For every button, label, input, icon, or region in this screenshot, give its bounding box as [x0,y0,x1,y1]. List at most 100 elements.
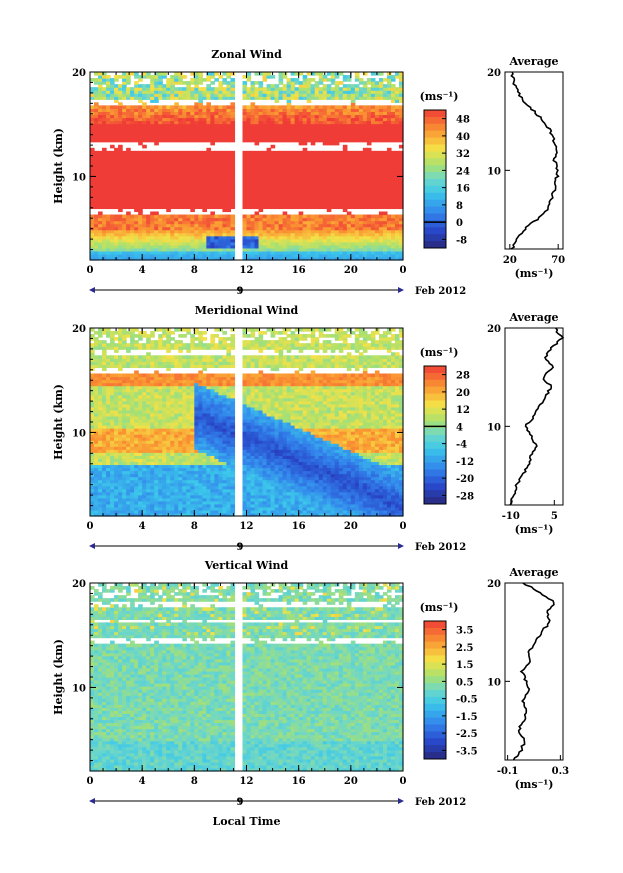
heatmap-cell [126,488,131,493]
heatmap-cell [194,256,199,261]
heatmap-cell [366,238,372,243]
heatmap-cell [186,172,191,176]
heatmap-cell [250,190,256,194]
heatmap-cell [350,250,356,255]
heatmap-cell [326,108,332,113]
heatmap-cell [330,217,336,222]
heatmap-cell [278,190,284,194]
heatmap-cell [218,90,224,94]
heatmap-cell [130,247,135,252]
heatmap-cell [214,199,220,203]
heatmap-cell [118,159,123,164]
heatmap-cell [302,105,308,109]
heatmap-cell [182,214,187,219]
heatmap-cell [130,223,135,228]
heatmap-cell [214,126,220,131]
heatmap-cell [150,114,155,119]
heatmap-cell [110,129,115,134]
heatmap-cell [390,117,396,122]
heatmap-cell [190,250,195,255]
heatmap-cell [150,235,155,240]
heatmap-cell [130,214,135,219]
heatmap-cell [302,202,308,207]
heatmap-cell [94,238,99,243]
heatmap-cell [374,81,380,85]
heatmap-cell [90,491,95,496]
heatmap-cell [90,147,95,152]
heatmap-cell [222,184,228,188]
heatmap-cell [98,72,103,76]
heatmap-cell [302,111,308,116]
heatmap-cell [198,117,203,122]
heatmap-cell [246,162,252,167]
heatmap-cell [106,379,111,384]
heatmap-cell [98,150,103,155]
heatmap-cell [242,96,248,100]
heatmap-cell [126,397,131,402]
heatmap-cell [310,214,316,219]
heatmap-cell [266,132,272,137]
heatmap-cell [146,193,151,197]
heatmap-cell [174,229,179,234]
heatmap-cell [118,379,123,384]
heatmap-cell [378,178,384,182]
colorbar-swatch [424,144,446,152]
heatmap-cell [338,159,344,164]
heatmap-cell [122,190,127,194]
heatmap-cell [354,193,360,197]
heatmap-cell [118,250,123,255]
heatmap-cell [118,111,123,116]
heatmap-cell [342,187,348,191]
heatmap-cell [394,166,400,170]
heatmap-cell [370,81,376,85]
heatmap-cell [114,184,119,188]
heatmap-cell [98,159,103,164]
heatmap-cell [362,90,368,94]
heatmap-cell [134,232,139,237]
heatmap-cell [206,166,211,170]
heatmap-cell [310,150,316,155]
heatmap-cell [202,223,207,228]
heatmap-cell [202,202,207,207]
heatmap-cell [174,153,179,158]
heatmap-cell [374,150,380,155]
heatmap-cell [370,153,376,158]
heatmap-cell [118,488,123,493]
heatmap-cell [106,111,111,116]
heatmap-cell [382,187,388,191]
heatmap-cell [390,253,396,258]
heatmap-cell [314,241,320,246]
heatmap-cell [134,415,139,420]
heatmap-cell [298,111,304,116]
heatmap-cell [310,169,316,173]
heatmap-cell [178,175,183,179]
heatmap-cell [342,114,348,119]
heatmap-cell [398,96,404,100]
heatmap-cell [310,156,316,161]
heatmap-cell [118,452,123,456]
heatmap-cell [138,226,143,231]
heatmap-cell [114,431,119,435]
heatmap-cell [114,202,119,207]
heatmap-cell [382,87,388,91]
heatmap-cell [194,226,199,231]
heatmap-cell [94,226,99,231]
heatmap-cell [110,455,115,459]
heatmap-cell [102,153,107,158]
heatmap-cell [362,138,368,143]
heatmap-cell [338,193,344,197]
heatmap-cell [370,178,376,182]
heatmap-cell [190,87,195,91]
heatmap-cell [94,196,99,200]
heatmap-cell [386,108,392,113]
heatmap-cell [374,96,380,100]
heatmap-cell [222,214,228,219]
heatmap-cell [122,117,127,122]
heatmap-cell [362,96,368,100]
heatmap-cell [110,244,115,249]
heatmap-cell [378,166,384,170]
heatmap-cell [386,114,392,119]
heatmap-cell [130,196,135,200]
heatmap-cell [222,123,228,128]
heatmap-cell [218,159,224,164]
